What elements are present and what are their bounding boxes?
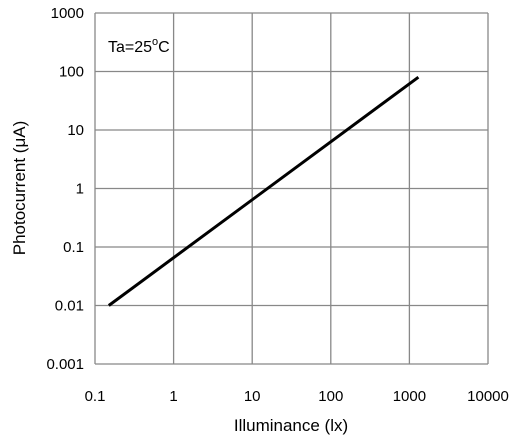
y-tick-label-1: 100 — [59, 64, 84, 81]
series-layer — [107, 75, 420, 307]
temperature-annotation: Ta=25oC — [108, 36, 170, 56]
y-tick-label-0: 1000 — [51, 5, 84, 22]
x-tick-label-2: 10 — [244, 388, 261, 405]
y-tick-label-3: 1 — [76, 181, 84, 198]
annotation-base: Ta=25 — [108, 39, 152, 56]
annotation-unit: C — [158, 39, 170, 56]
x-tick-label-5: 10000 — [467, 388, 509, 405]
x-axis-title: Illuminance (lx) — [234, 416, 348, 435]
grid — [94, 12, 489, 365]
y-tick-labels: 1000 100 10 1 0.1 0.01 0.001 — [46, 5, 84, 373]
x-tick-label-1: 1 — [169, 388, 177, 405]
annotation-degree: o — [152, 36, 158, 48]
y-tick-label-4: 0.1 — [63, 239, 84, 256]
x-tick-label-3: 100 — [318, 388, 343, 405]
x-tick-label-4: 1000 — [393, 388, 426, 405]
y-tick-label-5: 0.01 — [55, 298, 84, 315]
y-tick-label-2: 10 — [67, 122, 84, 139]
y-tick-label-6: 0.001 — [46, 356, 84, 373]
series-line-0 — [107, 75, 420, 307]
x-tick-label-0: 0.1 — [85, 388, 106, 405]
y-axis-title: Photocurrent (μA) — [10, 121, 29, 256]
x-tick-labels: 0.1 1 10 100 1000 10000 — [85, 388, 509, 405]
